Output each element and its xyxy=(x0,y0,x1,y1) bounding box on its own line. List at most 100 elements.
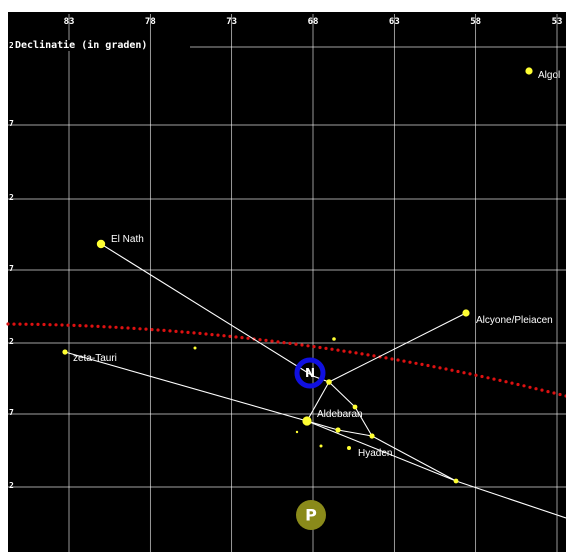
ecliptic-dot xyxy=(444,367,448,371)
ecliptic-dot xyxy=(534,387,538,391)
ecliptic-dot xyxy=(486,376,490,380)
ecliptic-dot xyxy=(138,327,142,331)
ecliptic-dot xyxy=(228,334,232,338)
ecliptic-dot xyxy=(432,365,436,369)
ecliptic-dot xyxy=(66,323,70,327)
planets xyxy=(294,357,326,530)
ecliptic-dot xyxy=(18,322,22,326)
ecliptic-dot xyxy=(12,322,16,326)
star-label: Alcyone/Pleiacen xyxy=(476,315,553,326)
planet-symbol-label: N xyxy=(304,366,316,380)
ecliptic-dot xyxy=(528,385,532,389)
ecliptic-dot xyxy=(366,353,370,357)
ecliptic-dot xyxy=(264,338,268,342)
x-tick-label: 78 xyxy=(144,17,156,27)
ecliptic-dot xyxy=(462,371,466,375)
ecliptic-dot xyxy=(132,326,136,330)
x-tick-label: 83 xyxy=(63,17,75,27)
ecliptic-line xyxy=(6,322,566,398)
ecliptic-dot xyxy=(6,322,10,326)
star-label: Aldebaran xyxy=(317,409,363,420)
star xyxy=(319,444,323,448)
ecliptic-dot xyxy=(84,324,88,328)
ecliptic-dot xyxy=(42,322,46,327)
ecliptic-dot xyxy=(558,392,562,397)
constellation-segment xyxy=(354,406,373,437)
ecliptic-dot xyxy=(336,348,340,352)
ecliptic-dot xyxy=(126,326,130,330)
ecliptic-dot xyxy=(540,388,544,392)
ecliptic-dot xyxy=(318,345,322,350)
constellation-segment xyxy=(306,420,457,482)
ecliptic-dot xyxy=(180,330,184,334)
y-tick-stub: 2 xyxy=(9,481,14,490)
constellation-segment xyxy=(306,381,330,422)
ecliptic-dot xyxy=(468,372,472,376)
star xyxy=(295,430,299,434)
ecliptic-dot xyxy=(324,346,328,350)
ecliptic-dot xyxy=(102,325,106,329)
x-tick-label: 63 xyxy=(388,17,400,27)
ecliptic-dot xyxy=(288,341,292,345)
constellation-segment xyxy=(100,243,314,377)
ecliptic-dot xyxy=(516,382,520,387)
ecliptic-dot xyxy=(246,336,250,340)
ecliptic-dot xyxy=(348,350,352,354)
ecliptic-dot xyxy=(498,378,502,382)
ecliptic-dot xyxy=(390,357,394,361)
ecliptic-dot xyxy=(36,322,40,326)
ecliptic-dot xyxy=(78,324,82,328)
constellation-segment xyxy=(328,381,356,408)
ecliptic-dot xyxy=(162,328,166,332)
ecliptic-dot xyxy=(24,322,28,326)
ecliptic-dot xyxy=(120,326,124,330)
star xyxy=(462,309,470,317)
ecliptic-dot xyxy=(54,323,58,327)
star xyxy=(302,416,312,426)
ecliptic-dot xyxy=(522,384,526,388)
ecliptic-dot xyxy=(30,322,34,326)
ecliptic-dot xyxy=(276,340,280,344)
x-tick-label: 73 xyxy=(226,17,238,27)
planet-symbol-label: P xyxy=(305,505,317,525)
ecliptic-dot xyxy=(186,330,190,334)
ecliptic-dot xyxy=(168,329,172,333)
star xyxy=(453,478,459,484)
star xyxy=(369,433,375,439)
ecliptic-dot xyxy=(72,323,76,327)
ecliptic-dot xyxy=(90,324,94,328)
ecliptic-dot xyxy=(210,333,214,337)
ecliptic-dot xyxy=(384,356,388,360)
ecliptic-dot xyxy=(504,380,508,384)
ecliptic-dot xyxy=(426,363,430,368)
ecliptic-dot xyxy=(192,331,196,335)
ecliptic-dot xyxy=(270,339,274,343)
ecliptic-dot xyxy=(474,373,478,377)
ecliptic-dot xyxy=(204,332,208,336)
ecliptic-dot xyxy=(396,358,400,362)
ecliptic-dot xyxy=(402,359,406,363)
ecliptic-dot xyxy=(294,342,298,346)
ecliptic-dot xyxy=(450,368,454,372)
ecliptic-dot xyxy=(156,328,160,332)
ecliptic-dot xyxy=(48,323,52,327)
ecliptic-dot xyxy=(60,323,64,327)
y-tick-stub: 2 xyxy=(9,41,14,50)
ecliptic-dot xyxy=(360,352,364,356)
ecliptic-dot xyxy=(510,381,514,385)
star xyxy=(326,379,332,385)
ecliptic-dot xyxy=(144,327,148,331)
ecliptic-dot xyxy=(330,347,334,351)
ecliptic-dot xyxy=(438,366,442,370)
ecliptic-dot xyxy=(414,361,418,365)
ecliptic-dot xyxy=(234,335,238,339)
ecliptic-dot xyxy=(552,391,556,395)
pluto-symbol xyxy=(296,500,326,530)
ecliptic-dot xyxy=(96,324,100,328)
ecliptic-dot xyxy=(342,349,346,353)
ecliptic-dot xyxy=(240,336,244,340)
ecliptic-dot xyxy=(300,343,304,347)
star-label: Hyaden xyxy=(358,448,393,459)
ecliptic-dot xyxy=(420,362,424,366)
